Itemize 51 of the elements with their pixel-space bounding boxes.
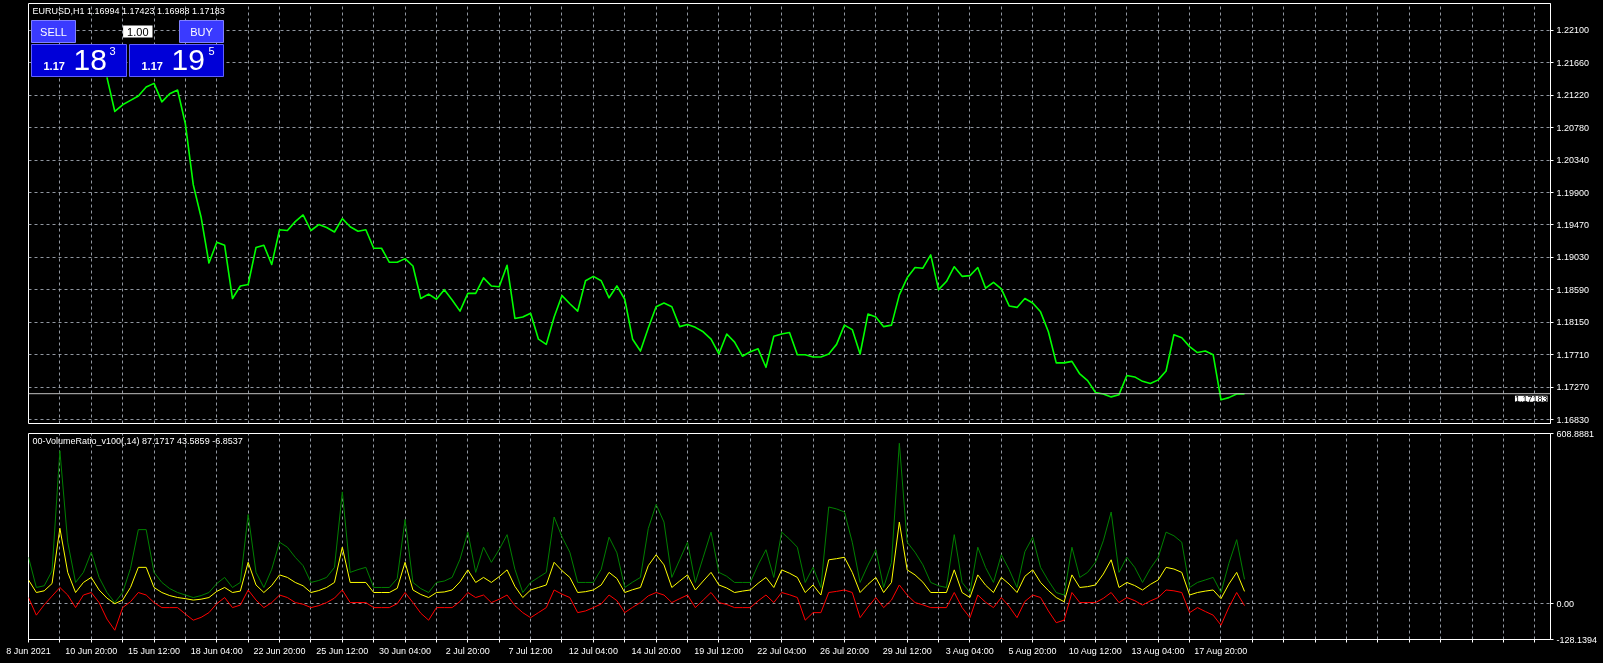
y-tick-label: 1.16830 <box>1556 414 1590 425</box>
x-tick-label: 22 Jun 20:00 <box>253 645 306 656</box>
x-tick-label: 2 Jul 20:00 <box>445 645 490 656</box>
x-tick-label: 19 Jul 12:00 <box>694 645 744 656</box>
x-tick-label: 12 Jul 04:00 <box>568 645 618 656</box>
ref-line-label: 1.17183 <box>1514 393 1548 404</box>
x-tick-label: 8 Jun 2021 <box>6 645 51 656</box>
annotation: BUY <box>190 25 214 38</box>
y-tick-label: 1.20780 <box>1556 122 1590 133</box>
annotation: SELL <box>40 25 67 38</box>
x-tick-label: 7 Jul 12:00 <box>508 645 553 656</box>
x-tick-label: 25 Jun 12:00 <box>316 645 369 656</box>
annotation: 3 <box>109 44 116 57</box>
y-tick-label: 1.21220 <box>1556 90 1590 101</box>
x-tick-label: 17 Aug 20:00 <box>1194 645 1248 656</box>
chart-title: 00-VolumeRatio_v100(,14) 87.1717 43.5859 -6.8537 <box>32 435 243 446</box>
y-tick-label: 1.21660 <box>1556 57 1590 68</box>
x-tick-label: 18 Jun 04:00 <box>190 645 243 656</box>
y-tick-label: 1.19900 <box>1556 187 1590 198</box>
annotation: 18 <box>73 42 107 76</box>
x-tick-label: 10 Aug 12:00 <box>1068 645 1122 656</box>
annotation: 1.17 <box>141 59 163 72</box>
chart-title: EURUSD,H1 1.16994 1.17423 1.16988 1.17183 <box>32 5 225 16</box>
y-tick-label: 1.19030 <box>1556 252 1590 263</box>
x-tick-label: 30 Jun 04:00 <box>379 645 432 656</box>
annotation: 1.17 <box>43 59 65 72</box>
annotation: 5 <box>208 44 215 57</box>
y-tick-label: 1.18150 <box>1556 317 1590 328</box>
x-tick-label: 15 Jun 12:00 <box>128 645 181 656</box>
y-tick-label: 0.00 <box>1556 598 1575 609</box>
y-tick-label: -128.1394 <box>1556 634 1598 645</box>
line-series <box>28 521 1246 605</box>
x-tick-label: 22 Jul 04:00 <box>757 645 807 656</box>
x-tick-label: 29 Jul 12:00 <box>882 645 932 656</box>
annotation: 1.00 <box>127 25 149 38</box>
line-series <box>106 76 1246 401</box>
y-tick-label: 608.8881 <box>1556 428 1595 439</box>
x-tick-label: 5 Aug 20:00 <box>1008 645 1057 656</box>
y-tick-label: 1.22100 <box>1556 25 1590 36</box>
annotation: 19 <box>171 42 205 76</box>
y-tick-label: 1.20340 <box>1556 155 1590 166</box>
x-tick-label: 10 Jun 20:00 <box>65 645 118 656</box>
y-tick-label: 1.17710 <box>1556 349 1590 360</box>
x-tick-label: 13 Aug 04:00 <box>1131 645 1185 656</box>
line-series <box>28 584 1246 631</box>
y-tick-label: 1.17270 <box>1556 382 1590 393</box>
x-tick-label: 26 Jul 20:00 <box>819 645 869 656</box>
x-tick-label: 3 Aug 04:00 <box>945 645 994 656</box>
y-tick-label: 1.18590 <box>1556 284 1590 295</box>
x-tick-label: 14 Jul 20:00 <box>631 645 681 656</box>
y-tick-label: 1.19470 <box>1556 219 1590 230</box>
